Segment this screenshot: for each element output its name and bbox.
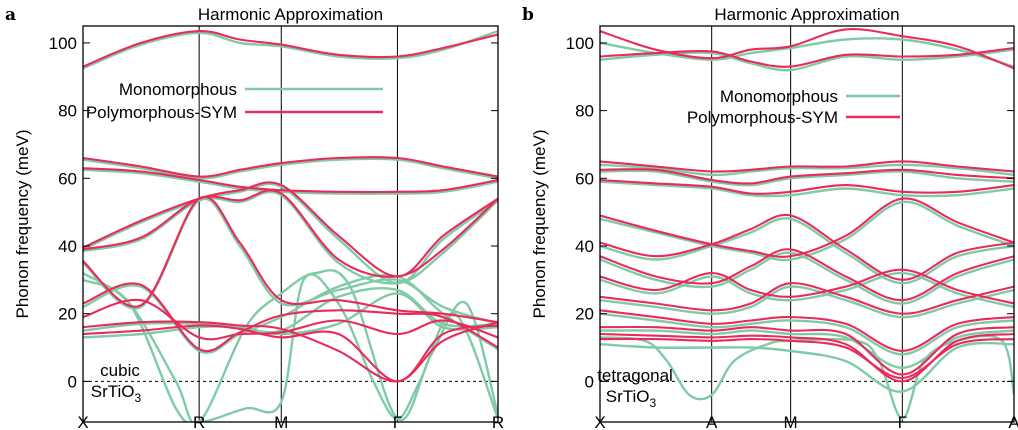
band-line (83, 29, 498, 70)
band-line (83, 167, 498, 194)
legend: Monomorphous Polymorphous-SYM (86, 80, 383, 122)
band-line (600, 163, 1014, 177)
legend: Monomorphous Polymorphous-SYM (687, 87, 900, 127)
band-line (600, 268, 1014, 305)
bands (83, 29, 498, 422)
band-line (600, 37, 1014, 68)
band-line (83, 273, 498, 354)
band-line (600, 285, 1014, 319)
bands (600, 28, 1014, 420)
band-line (600, 325, 1014, 376)
y-tick-label: 60 (58, 169, 77, 188)
band-line (600, 332, 1014, 383)
band-line (600, 180, 1014, 198)
y-tick-label: 40 (58, 237, 77, 256)
band-line (600, 197, 1014, 258)
band-line (83, 269, 498, 422)
band-line (600, 271, 1014, 309)
y-tick-label: 0 (585, 372, 594, 391)
x-tick-label: M (784, 413, 798, 430)
panel-letter: b (522, 5, 534, 25)
y-tick-label: 60 (575, 169, 594, 188)
y-axis-label: Phonon frequency (meV) (13, 130, 32, 319)
band-line (83, 324, 498, 383)
band-line (600, 217, 1014, 285)
band-line (83, 156, 498, 178)
series-poly (600, 28, 1014, 383)
band-line (83, 181, 498, 278)
chart-title: Harmonic Approximation (714, 5, 899, 24)
y-tick-label: 80 (58, 102, 77, 121)
band-line (600, 200, 1014, 262)
x-tick-label: R (193, 413, 205, 430)
material-formula: SrTiO3 (91, 382, 142, 405)
y-tick-label: 0 (68, 372, 77, 391)
panel-a: 0 20 40 60 80 100 X R M Γ R Phonon frequency (meV) H… (5, 5, 504, 430)
series-mono (600, 37, 1014, 420)
band-line (83, 157, 498, 180)
y-tick-label: 100 (49, 34, 77, 53)
band-line (83, 30, 498, 68)
plot-frame (599, 25, 1015, 423)
chart-title: Harmonic Approximation (198, 5, 383, 24)
y-tick-label: 20 (575, 305, 594, 324)
y-tick-label: 100 (566, 34, 594, 53)
material-formula: SrTiO3 (606, 387, 657, 410)
band-line (600, 213, 1014, 281)
legend-label: Monomorphous (119, 80, 237, 99)
band-line (83, 195, 498, 324)
x-tick-label: R (492, 413, 504, 430)
x-tick-label: M (274, 413, 288, 430)
band-line (600, 160, 1014, 173)
band-line (600, 337, 1014, 380)
panel-b: 0 20 40 60 80 100 X A M Γ A Phonon frequency (meV) H… (522, 5, 1018, 430)
legend-label: Polymorphous-SYM (86, 103, 237, 122)
y-tick-label: 80 (575, 102, 594, 121)
band-line (600, 28, 1014, 70)
band-line (600, 312, 1014, 356)
x-tick-label: A (706, 413, 718, 430)
band-line (600, 341, 1014, 393)
band-line (600, 46, 1014, 68)
band-line (83, 182, 498, 285)
formula-subscript: 3 (650, 396, 657, 410)
band-line (83, 168, 498, 195)
x-tick-label: A (1008, 413, 1018, 430)
band-line (600, 178, 1014, 195)
y-tick-label: 40 (575, 237, 594, 256)
band-line (83, 292, 498, 339)
band-line (600, 248, 1014, 302)
material-label: tetragonal (597, 366, 673, 385)
series-mono (83, 29, 498, 422)
material-label: cubic (100, 361, 140, 380)
plot-frame (82, 25, 499, 423)
band-line (83, 298, 498, 341)
y-tick-label: 20 (58, 305, 77, 324)
series-poly (83, 30, 498, 383)
band-line (600, 282, 1014, 315)
band-line (83, 190, 498, 285)
band-line (600, 168, 1014, 185)
legend-label: Monomorphous (720, 87, 838, 106)
formula-base: SrTiO (606, 387, 650, 406)
y-axis-label: Phonon frequency (meV) (530, 130, 549, 319)
formula-base: SrTiO (91, 382, 135, 401)
band-line (600, 309, 1014, 352)
x-tick-label: X (594, 413, 605, 430)
band-line (83, 197, 498, 325)
band-line (600, 169, 1014, 187)
band-line (83, 320, 498, 383)
band-line (83, 189, 498, 278)
x-tick-label: Γ (393, 413, 402, 430)
legend-label: Polymorphous-SYM (687, 108, 838, 127)
band-line (83, 282, 498, 353)
formula-subscript: 3 (135, 391, 142, 405)
x-tick-label: X (77, 413, 88, 430)
x-tick-label: Γ (898, 413, 907, 430)
panel-letter: a (5, 5, 16, 25)
